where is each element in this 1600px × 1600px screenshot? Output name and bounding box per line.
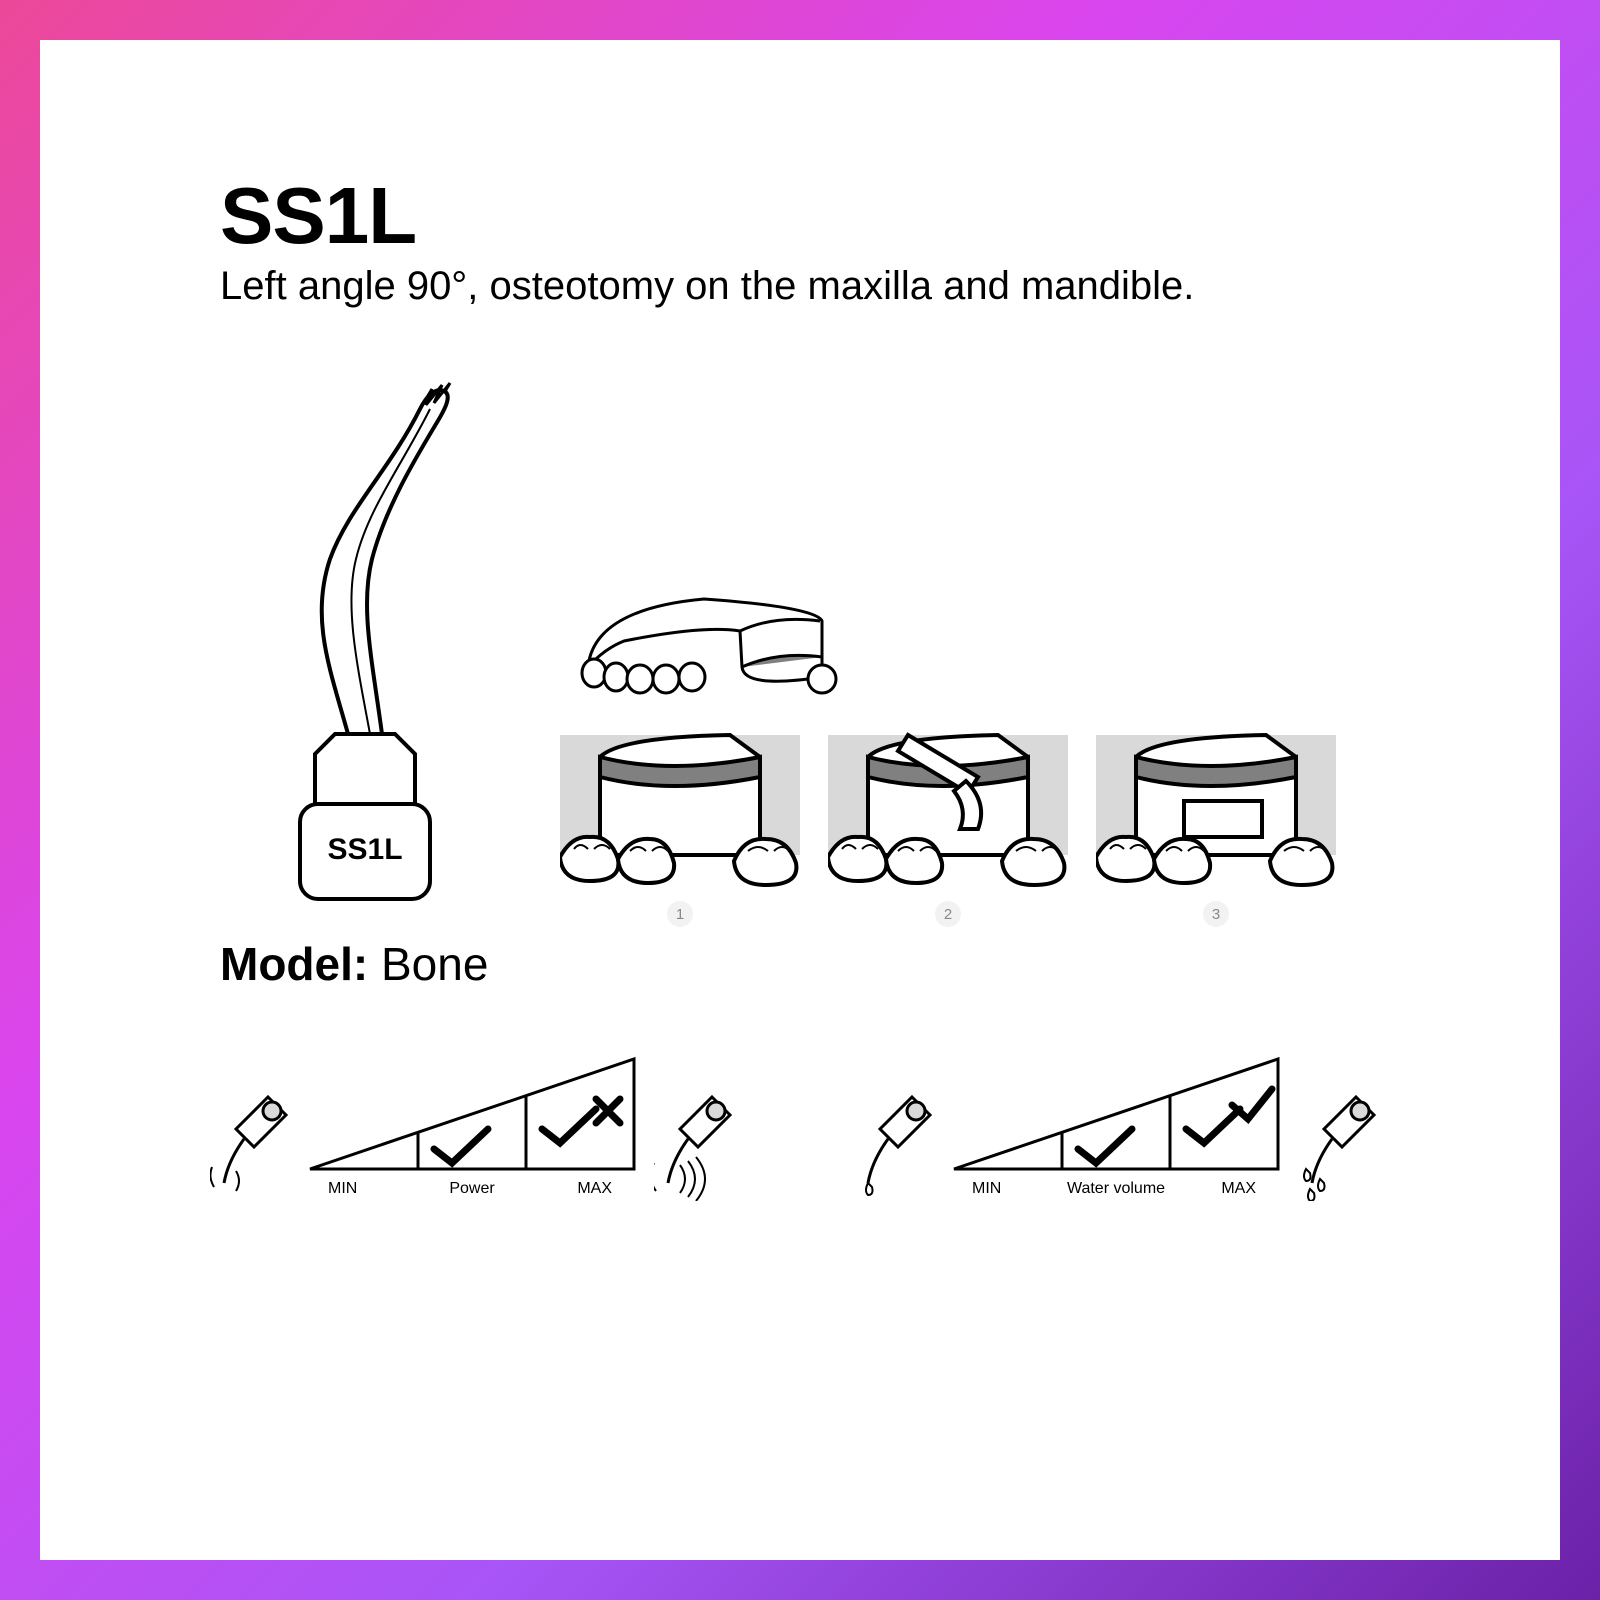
water-triangle-icon: MIN Water volume MAX [946,1051,1286,1201]
power-triangle-icon: MIN Power MAX [302,1051,642,1201]
step-2-illustration [828,717,1068,887]
svg-text:MAX: MAX [1221,1180,1256,1197]
procedure-steps-row: 1 [560,717,1336,927]
model-value: Bone [381,938,488,990]
maxilla-overview-icon [564,579,844,699]
step-number-3: 3 [1203,901,1229,927]
svg-text:MIN: MIN [328,1180,357,1197]
water-gauge: MIN Water volume MAX [854,1051,1378,1201]
product-code-title: SS1L [220,170,1420,262]
diagrams-column: 1 [560,349,1420,927]
water-max-icon [1298,1091,1378,1201]
main-row: SS1L [220,349,1420,927]
power-min-icon [210,1091,290,1201]
step-2: 2 [828,717,1068,927]
model-line: Model: Bone [220,937,1420,991]
water-min-icon [854,1091,934,1201]
gauges-row: MIN Power MAX [210,1051,1420,1201]
step-1-illustration [560,717,800,887]
model-label: Model: [220,938,368,990]
step-3: 3 [1096,717,1336,927]
tool-label-text: SS1L [327,833,402,866]
product-subtitle: Left angle 90°, osteotomy on the maxilla… [220,264,1420,309]
step-3-illustration [1096,717,1336,887]
svg-text:MIN: MIN [972,1180,1001,1197]
gradient-border: SS1L Left angle 90°, osteotomy on the ma… [0,0,1600,1600]
svg-text:Water volume: Water volume [1067,1180,1165,1197]
step-number-1: 1 [667,901,693,927]
dental-tip-illustration: SS1L [220,349,540,909]
page-card: SS1L Left angle 90°, osteotomy on the ma… [40,40,1560,1560]
svg-text:Power: Power [449,1180,495,1197]
step-1: 1 [560,717,800,927]
step-number-2: 2 [935,901,961,927]
power-max-icon [654,1091,734,1201]
power-gauge: MIN Power MAX [210,1051,734,1201]
tool-column: SS1L [220,349,540,927]
svg-text:MAX: MAX [577,1180,612,1197]
